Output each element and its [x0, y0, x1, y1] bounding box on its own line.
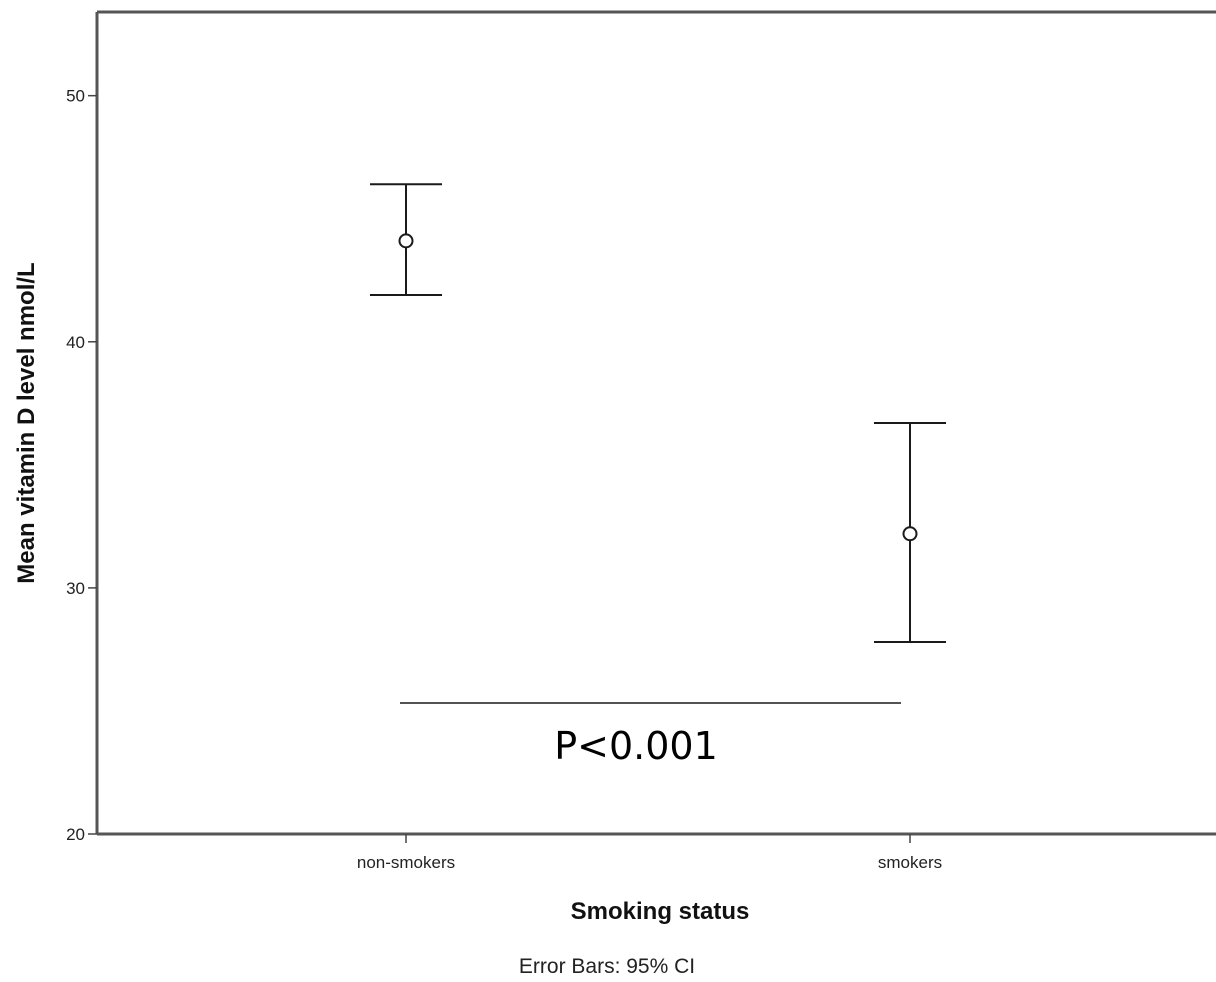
y-axis-title: Mean vitamin D level nmol/L [13, 262, 40, 583]
error-bar-series [370, 183, 946, 644]
error-bar-group [874, 422, 946, 644]
mean-point [398, 233, 414, 249]
y-axis-ticks: 20 30 40 50 [66, 87, 97, 844]
x-axis-ticks: non-smokers smokers [357, 834, 942, 872]
x-axis-title: Smoking status [571, 898, 750, 925]
y-tick-label: 40 [66, 333, 85, 352]
x-tick-label: smokers [878, 853, 942, 872]
y-tick-label: 20 [66, 825, 85, 844]
y-tick-label: 30 [66, 579, 85, 598]
error-bars-note: Error Bars: 95% CI [519, 955, 695, 978]
significance-label: P<0.001 [554, 724, 718, 768]
x-tick-label: non-smokers [357, 853, 455, 872]
mean-point [902, 526, 918, 542]
y-tick-label: 50 [66, 87, 85, 106]
error-bar-group [370, 183, 442, 297]
plot-frame [95, 10, 1216, 836]
